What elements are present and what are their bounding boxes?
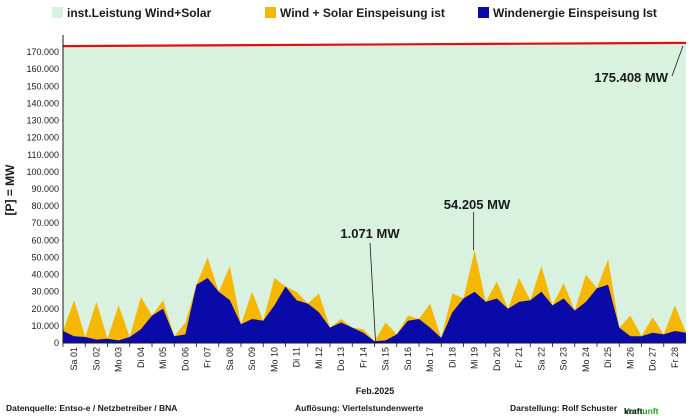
y-tick-label: 100.000 xyxy=(26,167,59,177)
x-tick-label: Di 11 xyxy=(292,347,302,367)
x-tick-label: Sa 22 xyxy=(536,347,546,371)
footer-brand-a: Vernunft xyxy=(624,406,659,416)
legend-item-wind-solar: Wind + Solar Einspeisung ist xyxy=(265,6,445,20)
x-tick-label: Fr 28 xyxy=(670,347,680,368)
y-tick-label: 40.000 xyxy=(31,270,59,280)
footer-brand-b: kraft xyxy=(624,406,643,416)
annotations: 175.408 MW 54.205 MW 1.071 MW xyxy=(340,45,684,342)
x-tick-label: Do 13 xyxy=(336,347,346,371)
series-installed-line xyxy=(62,41,687,48)
x-tick-label: So 09 xyxy=(247,347,257,371)
x-tick-label: Fr 07 xyxy=(203,347,213,368)
y-tick-label: 0 xyxy=(54,338,59,348)
series-wind-area xyxy=(63,278,686,343)
x-tick-label: Do 20 xyxy=(492,347,502,371)
x-tick-label: Mo 24 xyxy=(581,347,591,372)
x-tick-label: Di 04 xyxy=(136,347,146,368)
y-axis-label: [P] = MW xyxy=(3,164,17,216)
x-tick-label: Do 06 xyxy=(180,347,190,371)
x-axis-label: Feb.2025 xyxy=(356,386,395,396)
x-tick-label: So 23 xyxy=(559,347,569,371)
chart-legend: inst.Leistung Wind+Solar Wind + Solar Ei… xyxy=(0,0,690,26)
annotation-label: 175.408 MW xyxy=(594,70,668,85)
y-tick-label: 80.000 xyxy=(31,201,59,211)
x-tick-label: Sa 08 xyxy=(225,347,235,371)
x-tick-label: Di 25 xyxy=(603,347,613,368)
chart-area: 0 10.000 20.000 30.000 40.000 50.000 60.000 70.… xyxy=(3,35,687,396)
x-tick-label: Mo 03 xyxy=(114,347,124,372)
x-tick-label: Mo 10 xyxy=(269,347,279,372)
annotation-label: 1.071 MW xyxy=(340,226,400,241)
x-tick-label: Mo 17 xyxy=(425,347,435,372)
x-tick-label: Mi 05 xyxy=(158,347,168,369)
y-tick-label: 120.000 xyxy=(26,133,59,143)
footer-author: Darstellung: Rolf Schuster xyxy=(510,403,618,413)
x-axis-ticks: Sa 01 So 02 Mo 03 Di 04 Mi 05 Do 06 Fr 07 Sa 08… xyxy=(62,343,680,372)
x-tick-label: So 02 xyxy=(91,347,101,371)
legend-label-wind-solar: Wind + Solar Einspeisung ist xyxy=(280,6,445,20)
footer-source: Datenquelle: Entso-e / Netzbetreiber / B… xyxy=(6,403,178,413)
annotation-line xyxy=(369,242,376,342)
y-tick-label: 160.000 xyxy=(26,64,59,74)
legend-swatch-installed xyxy=(52,7,63,18)
legend-swatch-wind-solar xyxy=(265,7,276,18)
x-tick-label: Mi 26 xyxy=(625,347,635,369)
y-tick-label: 10.000 xyxy=(31,321,59,331)
y-axis-ticks: 0 10.000 20.000 30.000 40.000 50.000 60.000 70.… xyxy=(26,47,59,348)
y-tick-label: 50.000 xyxy=(31,252,59,262)
footer-resolution: Auflösung: Viertelstundenwerte xyxy=(295,403,424,413)
y-tick-label: 170.000 xyxy=(26,47,59,57)
x-tick-label: Sa 15 xyxy=(381,347,391,371)
legend-item-wind: Windenergie Einspeisung Ist xyxy=(478,6,657,20)
x-tick-label: So 16 xyxy=(403,347,413,371)
legend-swatch-wind xyxy=(478,7,489,18)
series-installed-area xyxy=(63,42,686,343)
x-tick-label: Di 18 xyxy=(447,347,457,368)
y-tick-label: 60.000 xyxy=(31,235,59,245)
y-tick-label: 90.000 xyxy=(31,184,59,194)
y-tick-label: 140.000 xyxy=(26,98,59,108)
legend-label-wind: Windenergie Einspeisung Ist xyxy=(493,6,657,20)
y-tick-label: 110.000 xyxy=(27,150,59,160)
y-tick-label: 130.000 xyxy=(26,116,59,126)
y-tick-label: 150.000 xyxy=(26,81,59,91)
annotation-line xyxy=(671,45,684,77)
x-tick-label: Sa 01 xyxy=(69,347,79,371)
y-tick-label: 30.000 xyxy=(31,287,59,297)
x-tick-label: Mi 12 xyxy=(314,347,324,369)
legend-label-installed: inst.Leistung Wind+Solar xyxy=(67,6,212,20)
y-tick-label: 20.000 xyxy=(31,304,59,314)
x-tick-label: Fr 21 xyxy=(514,347,524,368)
x-tick-label: Fr 14 xyxy=(358,347,368,368)
y-tick-label: 70.000 xyxy=(31,218,59,228)
footer: Datenquelle: Entso-e / Netzbetreiber / B… xyxy=(0,400,690,416)
legend-item-installed: inst.Leistung Wind+Solar xyxy=(52,6,211,20)
series-areas xyxy=(62,41,687,343)
x-tick-label: Mi 19 xyxy=(470,347,480,369)
annotation-label: 54.205 MW xyxy=(444,197,511,212)
x-tick-label: Do 27 xyxy=(648,347,658,371)
